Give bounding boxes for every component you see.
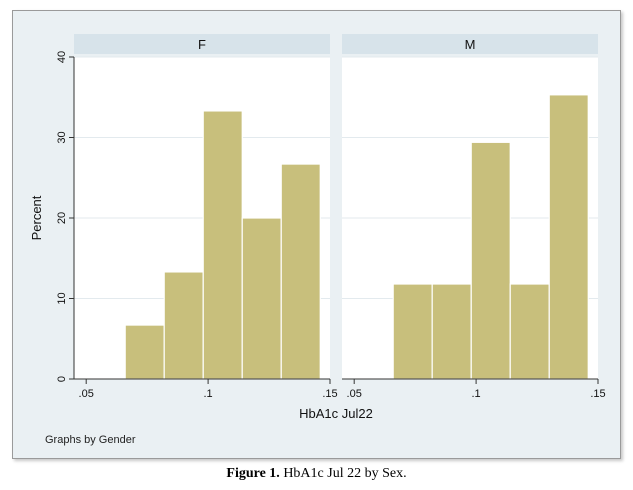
y-tick-label: 20 [56, 212, 68, 224]
y-tick-label: 10 [56, 292, 68, 304]
histogram-bar [163, 271, 204, 380]
y-tick-label: 0 [56, 376, 68, 382]
panel-title: M [465, 37, 476, 52]
caption-label: Figure 1. [226, 466, 280, 481]
x-tick-label: .1 [472, 388, 481, 400]
y-tick-label: 30 [56, 131, 68, 143]
histogram-bar [431, 283, 472, 380]
y-tick-label: 40 [56, 51, 68, 63]
caption-text: HbA1c Jul 22 by Sex. [279, 466, 407, 481]
footnote: Graphs by Gender [45, 434, 136, 446]
histogram-bar [392, 283, 433, 380]
x-tick-label: .1 [204, 388, 213, 400]
chart-frame: F .05 .1 .15 M .05 .1 .15 0 10 20 30 40 Percent HbA1c … [12, 10, 621, 459]
panel-strip [74, 34, 330, 54]
panel-strip [342, 34, 598, 54]
x-axis-label: HbA1c Jul22 [299, 406, 373, 421]
figure-caption: Figure 1. HbA1c Jul 22 by Sex. [0, 466, 633, 482]
histogram-bar [548, 94, 589, 380]
histogram-bar [202, 110, 243, 380]
histogram-bar [280, 163, 321, 380]
x-tick-label: .15 [590, 388, 605, 400]
x-tick-label: .05 [79, 388, 94, 400]
histogram-bar [124, 324, 165, 380]
x-tick-label: .15 [322, 388, 337, 400]
y-axis-label: Percent [29, 195, 44, 240]
panel-title: F [198, 37, 206, 52]
histogram-bar [509, 283, 550, 380]
histogram-chart: F .05 .1 .15 M .05 .1 .15 0 10 20 30 40 Percent HbA1c … [29, 34, 606, 421]
x-tick-label: .05 [347, 388, 362, 400]
histogram-bar [470, 141, 511, 380]
histogram-bar [241, 217, 282, 380]
